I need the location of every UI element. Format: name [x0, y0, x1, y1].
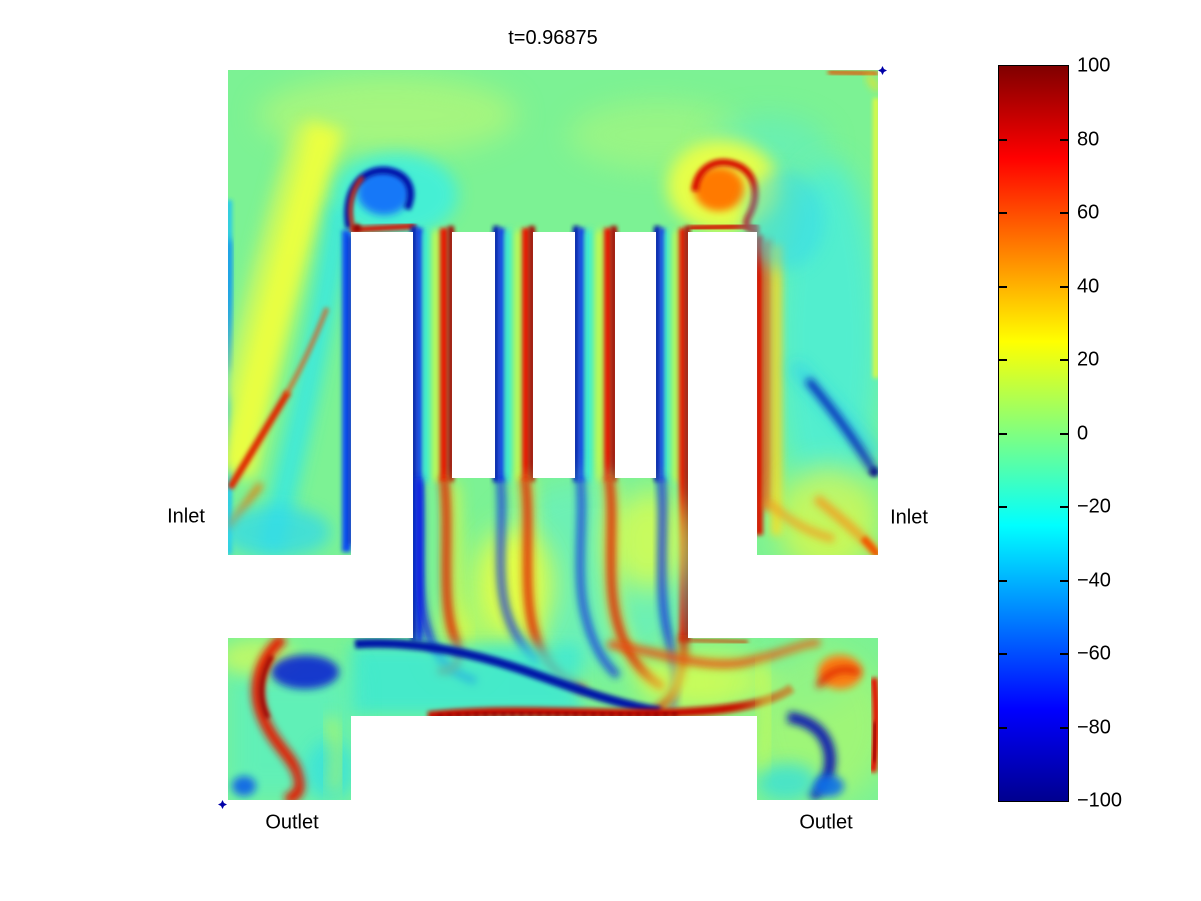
- colorbar-tick-label: −60: [1077, 642, 1111, 665]
- inlet-label-right: Inlet: [890, 506, 928, 529]
- outlet-label-right: Outlet: [799, 811, 853, 834]
- colorbar-tick-label: 40: [1077, 275, 1100, 297]
- colorbar-tick-mark: [999, 359, 1007, 361]
- colorbar-tick-label: −100: [1077, 789, 1123, 812]
- colorbar-tick-label: 20: [1077, 348, 1100, 371]
- colorbar-tick-mark: [999, 653, 1007, 655]
- diamond-marker-icon: [218, 800, 227, 809]
- colorbar-tick-mark: [1060, 138, 1068, 141]
- colorbar-tick-mark: [999, 506, 1007, 508]
- stray-marker-bottom-left: [218, 796, 227, 809]
- inlet-label-left: Inlet: [167, 505, 205, 528]
- colorbar-tick-label: 100: [1077, 54, 1111, 77]
- plot-title: t=0.96875: [508, 27, 598, 49]
- colorbar-tick-mark: [999, 432, 1007, 435]
- stray-marker-top-right: [878, 62, 887, 75]
- colorbar-tick-mark: [1060, 432, 1068, 435]
- colorbar-tick-mark: [999, 579, 1007, 582]
- outlet-label-left: Outlet: [265, 811, 319, 834]
- colorbar-gradient: [999, 66, 1068, 801]
- flow-field-plot: [228, 70, 878, 800]
- colorbar-tick-mark: [1060, 726, 1068, 729]
- colorbar-tick-mark: [1060, 506, 1068, 508]
- colorbar-tick-mark: [1060, 285, 1068, 288]
- colorbar-tick-mark: [999, 212, 1007, 214]
- colorbar-tick-mark: [999, 726, 1007, 729]
- flow-field-canvas: [228, 70, 878, 800]
- colorbar-tick-mark: [999, 285, 1007, 288]
- colorbar-tick-mark: [999, 138, 1007, 141]
- colorbar-tick-label: −20: [1077, 495, 1111, 518]
- colorbar-tick-label: 60: [1077, 201, 1100, 224]
- diamond-marker-icon: [878, 66, 887, 75]
- colorbar-tick-mark: [1060, 212, 1068, 214]
- colorbar-tick-label: −40: [1077, 569, 1111, 591]
- colorbar-tick-mark: [1060, 579, 1068, 582]
- colorbar-tick-mark: [1060, 359, 1068, 361]
- colorbar: [998, 65, 1069, 802]
- colorbar-tick-mark: [1060, 653, 1068, 655]
- colorbar-tick-label: 80: [1077, 128, 1100, 150]
- colorbar-tick-label: −80: [1077, 716, 1111, 738]
- colorbar-tick-label: 0: [1077, 422, 1089, 444]
